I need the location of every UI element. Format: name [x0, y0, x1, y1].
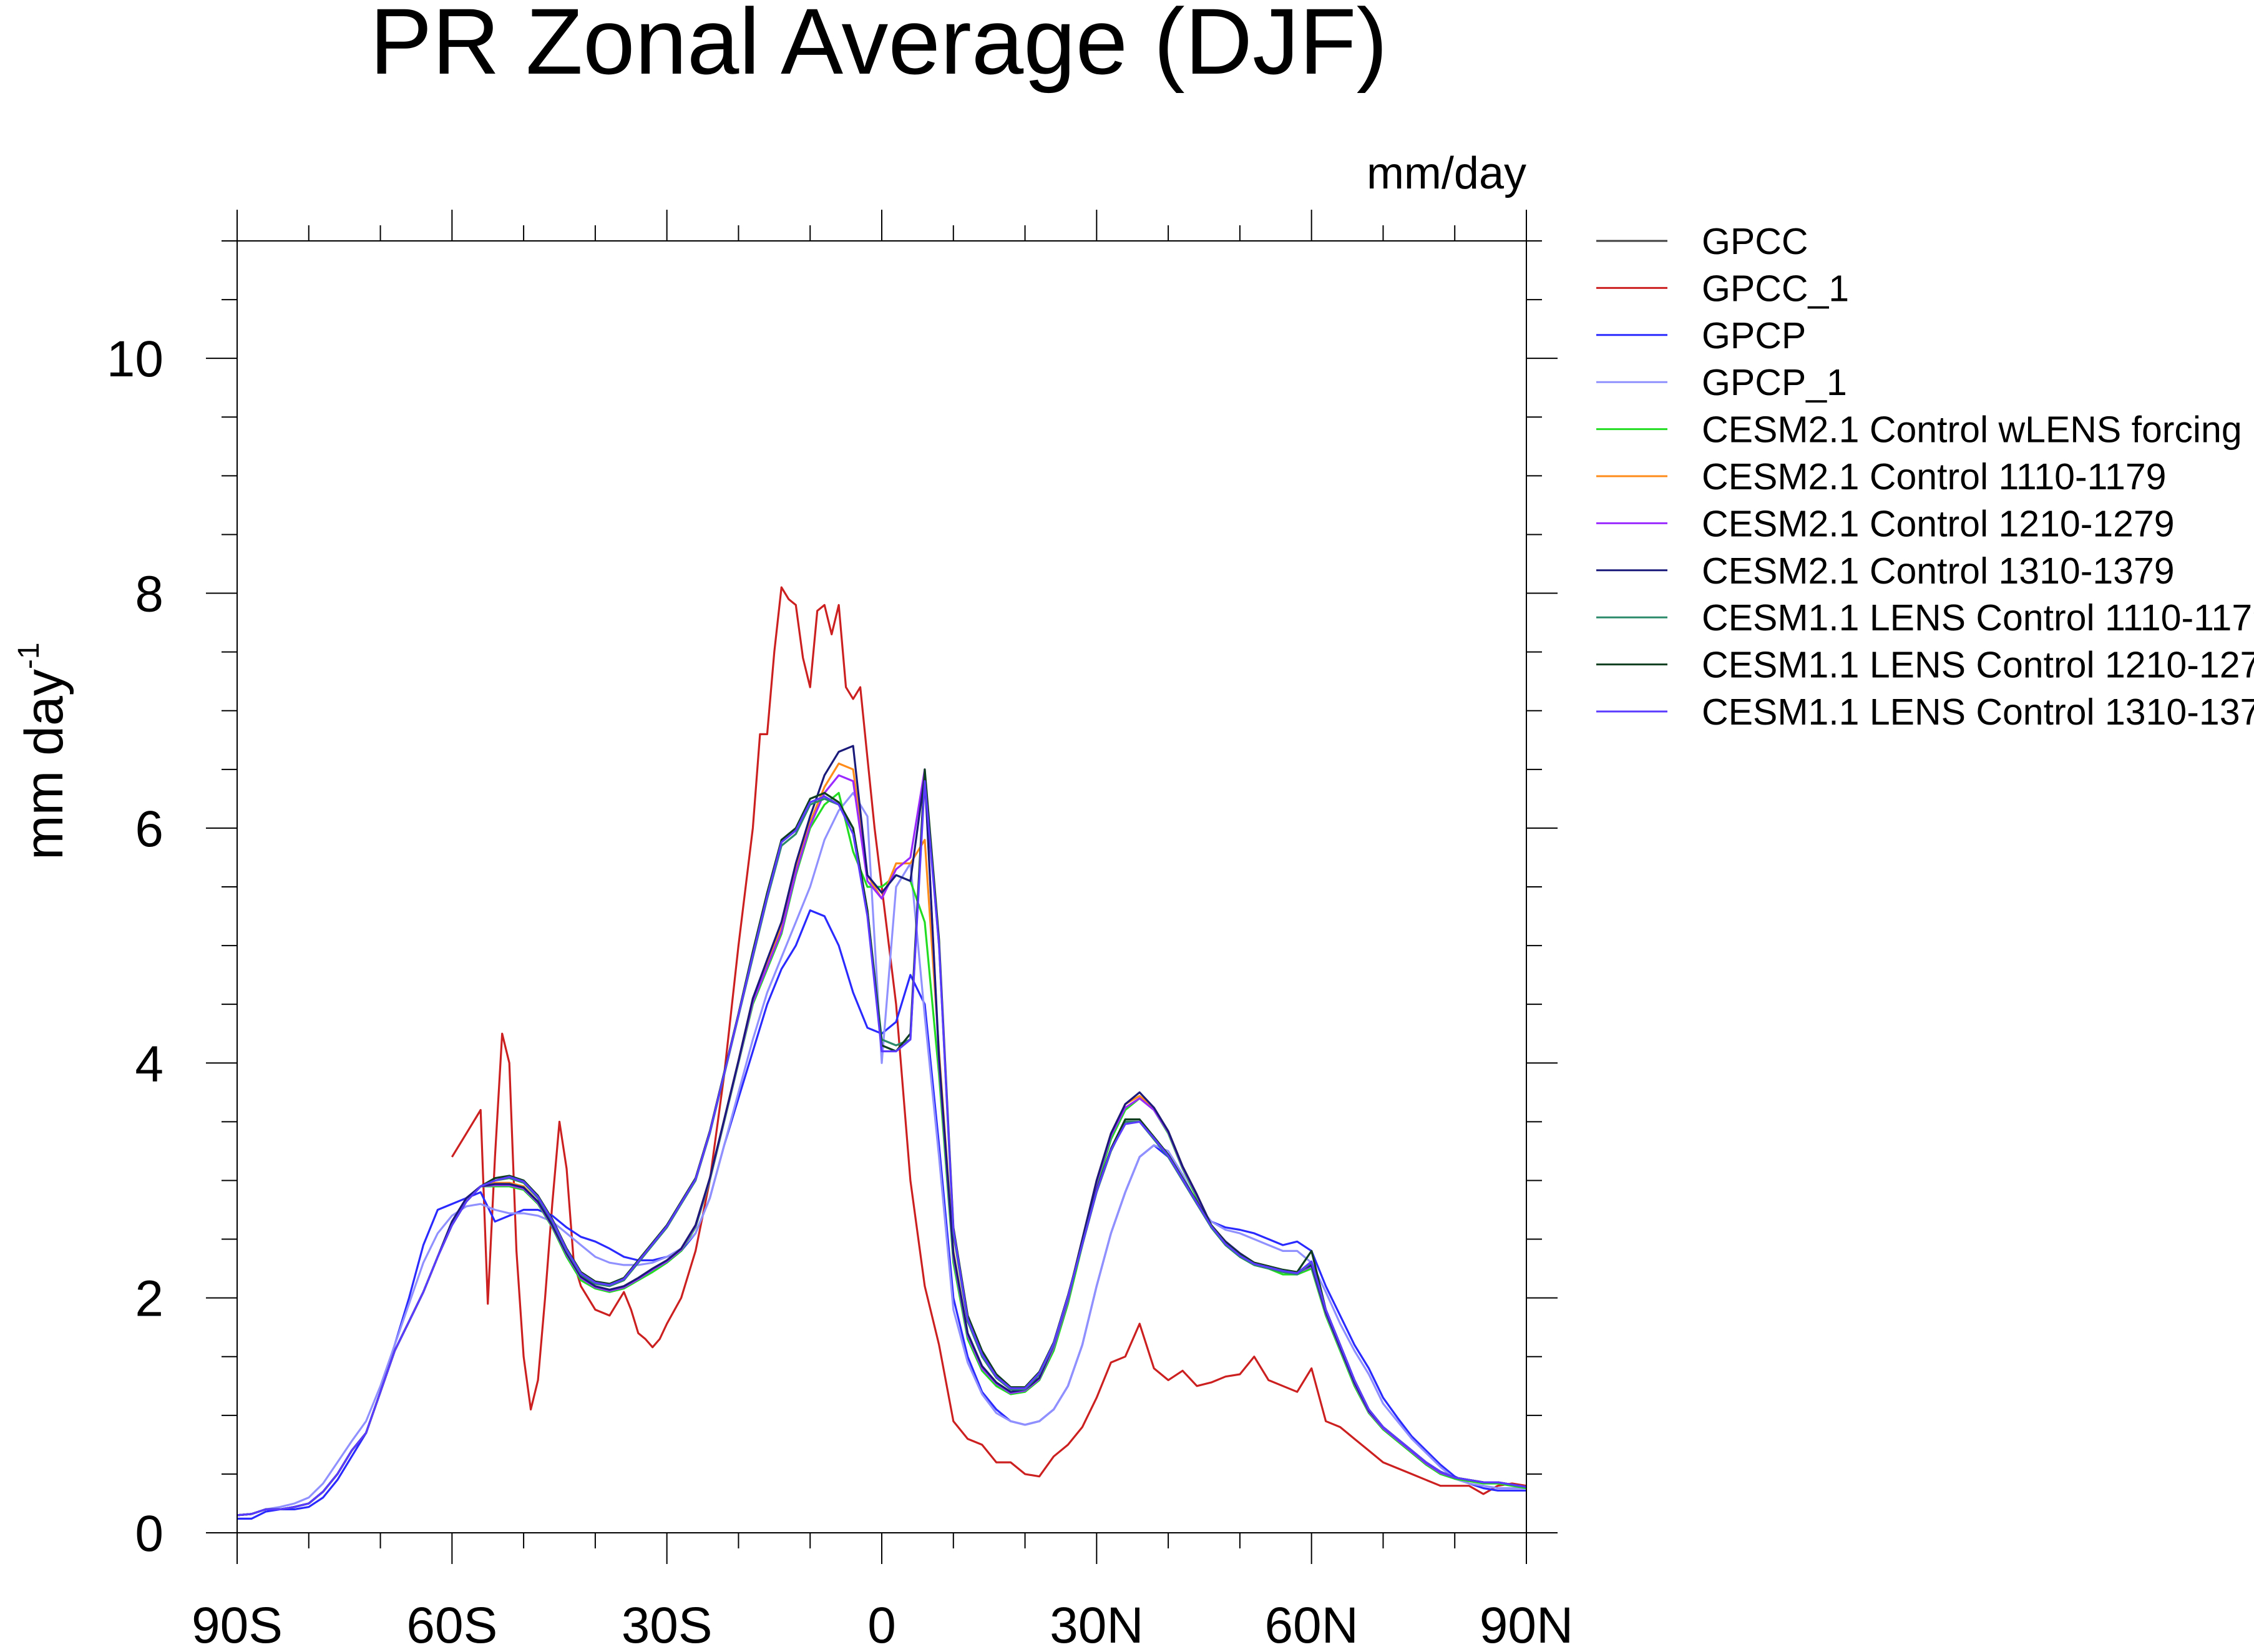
tick-labels: 0 2 4 6 8 10 90S 60S 30S 0 30N 60N 90N: [107, 331, 1573, 1652]
y-tick-label: 2: [135, 1271, 163, 1327]
x-tick-label: 30S: [622, 1597, 713, 1652]
plot-frame: [237, 240, 1527, 1533]
y-tick-label: 0: [135, 1505, 163, 1562]
legend-label: CESM2.1 Control 1110-1179: [1702, 456, 2166, 497]
y-tick-label: 8: [135, 566, 163, 623]
legend-label: GPCP_1: [1702, 362, 1847, 403]
y-axis-label: mm day-1: [12, 642, 74, 860]
x-tick-label: 30N: [1050, 1597, 1143, 1652]
y-tick-label: 6: [135, 801, 163, 858]
legend-label: CESM1.1 LENS Control 1110-1179: [1702, 597, 2254, 638]
y-axis-label-text: mm day: [14, 669, 74, 860]
series-line-3: [237, 909, 1526, 1520]
series-line-8: [237, 745, 1527, 1517]
x-tick-label: 90N: [1480, 1597, 1573, 1652]
legend-label: CESM2.1 Control wLENS forcing: [1702, 409, 2242, 451]
series-line-5: [237, 791, 1527, 1517]
x-tick-label: 60S: [406, 1597, 497, 1652]
series-lines: [237, 586, 1527, 1520]
x-tick-label: 90S: [192, 1597, 283, 1652]
x-tick-label: 60N: [1264, 1597, 1358, 1652]
series-line-6: [237, 762, 1527, 1517]
legend: GPCC GPCC_1 GPCP GPCP_1 CESM2.1 Control wLEN…: [1596, 221, 2254, 733]
series-line-11: [237, 780, 1527, 1517]
units-label: mm/day: [1367, 149, 1526, 198]
series-line-2: [451, 586, 1527, 1495]
y-tick-label: 10: [107, 331, 163, 388]
y-tick-label: 4: [135, 1035, 163, 1092]
legend-label: GPCC_1: [1702, 268, 1849, 309]
legend-label: CESM1.1 LENS Control 1210-1279: [1702, 645, 2254, 686]
axis-ticks: [206, 210, 1558, 1564]
y-axis-label-superscript: -1: [12, 642, 46, 669]
legend-label: GPCP: [1702, 315, 1806, 356]
legend-label: CESM2.1 Control 1310-1379: [1702, 550, 2175, 592]
series-line-4: [237, 791, 1526, 1517]
legend-label: CESM2.1 Control 1210-1279: [1702, 503, 2175, 544]
legend-label: CESM1.1 LENS Control 1310-1379: [1702, 692, 2254, 733]
chart-title: PR Zonal Average (DJF): [369, 0, 1387, 94]
x-tick-label: 0: [867, 1597, 896, 1652]
legend-label: GPCC: [1702, 221, 1808, 262]
